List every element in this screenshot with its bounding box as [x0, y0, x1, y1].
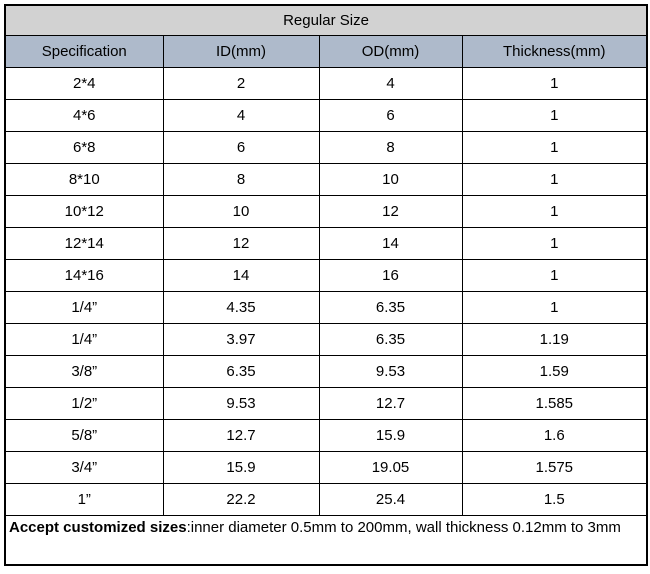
cell-thickness-mm: 1.59 [461, 355, 648, 388]
table-row: 14*16 14 16 1 [4, 259, 648, 292]
cell-id-mm: 12 [162, 227, 320, 260]
footer-note-text: :inner diameter 0.5mm to 200mm, wall thi… [186, 519, 621, 536]
cell-thickness-mm: 1 [461, 131, 648, 164]
cell-id-mm: 10 [162, 195, 320, 228]
cell-od-mm: 8 [318, 131, 463, 164]
cell-specification: 2*4 [4, 67, 164, 100]
cell-od-mm: 14 [318, 227, 463, 260]
table-row: 1/4” 3.97 6.35 1.19 [4, 323, 648, 356]
cell-od-mm: 25.4 [318, 483, 463, 516]
cell-od-mm: 9.53 [318, 355, 463, 388]
cell-specification: 14*16 [4, 259, 164, 292]
cell-specification: 5/8” [4, 419, 164, 452]
column-header-od-mm: OD(mm) [318, 35, 463, 68]
table-row: 3/4” 15.9 19.05 1.575 [4, 451, 648, 484]
cell-specification: 10*12 [4, 195, 164, 228]
cell-specification: 8*10 [4, 163, 164, 196]
cell-thickness-mm: 1 [461, 67, 648, 100]
cell-specification: 3/8” [4, 355, 164, 388]
table-row: 5/8” 12.7 15.9 1.6 [4, 419, 648, 452]
cell-id-mm: 12.7 [162, 419, 320, 452]
cell-od-mm: 6.35 [318, 323, 463, 356]
table-title-row: Regular Size [4, 4, 648, 36]
cell-thickness-mm: 1.575 [461, 451, 648, 484]
cell-specification: 1/2” [4, 387, 164, 420]
cell-thickness-mm: 1 [461, 99, 648, 132]
cell-thickness-mm: 1 [461, 259, 648, 292]
table-row: 8*10 8 10 1 [4, 163, 648, 196]
cell-id-mm: 6 [162, 131, 320, 164]
cell-id-mm: 22.2 [162, 483, 320, 516]
table-footer-row: Accept customized sizes:inner diameter 0… [4, 515, 648, 566]
cell-specification: 12*14 [4, 227, 164, 260]
footer-bold-label: Accept customized sizes [9, 519, 187, 536]
cell-id-mm: 6.35 [162, 355, 320, 388]
table-row: 2*4 2 4 1 [4, 67, 648, 100]
cell-thickness-mm: 1.5 [461, 483, 648, 516]
cell-specification: 6*8 [4, 131, 164, 164]
cell-od-mm: 12 [318, 195, 463, 228]
table-row: 1/4” 4.35 6.35 1 [4, 291, 648, 324]
cell-id-mm: 8 [162, 163, 320, 196]
table-row: 3/8” 6.35 9.53 1.59 [4, 355, 648, 388]
cell-specification: 1/4” [4, 291, 164, 324]
cell-thickness-mm: 1 [461, 163, 648, 196]
cell-id-mm: 9.53 [162, 387, 320, 420]
cell-specification: 1” [4, 483, 164, 516]
cell-od-mm: 6 [318, 99, 463, 132]
cell-id-mm: 4.35 [162, 291, 320, 324]
regular-size-table: Regular Size Specification ID(mm) OD(mm)… [4, 4, 649, 566]
table-row: 1” 22.2 25.4 1.5 [4, 483, 648, 516]
table-title: Regular Size [4, 4, 648, 36]
table-footer-note: Accept customized sizes:inner diameter 0… [4, 515, 648, 566]
cell-od-mm: 15.9 [318, 419, 463, 452]
column-header-specification: Specification [4, 35, 164, 68]
table-row: 1/2” 9.53 12.7 1.585 [4, 387, 648, 420]
table-row: 12*14 12 14 1 [4, 227, 648, 260]
cell-specification: 3/4” [4, 451, 164, 484]
cell-id-mm: 14 [162, 259, 320, 292]
table-row: 10*12 10 12 1 [4, 195, 648, 228]
table-header-row: Specification ID(mm) OD(mm) Thickness(mm… [4, 35, 648, 68]
cell-od-mm: 10 [318, 163, 463, 196]
cell-specification: 4*6 [4, 99, 164, 132]
cell-id-mm: 4 [162, 99, 320, 132]
cell-thickness-mm: 1.585 [461, 387, 648, 420]
cell-thickness-mm: 1.6 [461, 419, 648, 452]
column-header-id-mm: ID(mm) [162, 35, 320, 68]
cell-thickness-mm: 1 [461, 195, 648, 228]
cell-id-mm: 15.9 [162, 451, 320, 484]
cell-od-mm: 12.7 [318, 387, 463, 420]
cell-od-mm: 19.05 [318, 451, 463, 484]
column-header-thickness-mm: Thickness(mm) [461, 35, 648, 68]
cell-id-mm: 3.97 [162, 323, 320, 356]
cell-thickness-mm: 1 [461, 227, 648, 260]
cell-od-mm: 16 [318, 259, 463, 292]
cell-thickness-mm: 1.19 [461, 323, 648, 356]
cell-id-mm: 2 [162, 67, 320, 100]
cell-specification: 1/4” [4, 323, 164, 356]
table-row: 4*6 4 6 1 [4, 99, 648, 132]
cell-thickness-mm: 1 [461, 291, 648, 324]
cell-od-mm: 4 [318, 67, 463, 100]
table-row: 6*8 6 8 1 [4, 131, 648, 164]
cell-od-mm: 6.35 [318, 291, 463, 324]
